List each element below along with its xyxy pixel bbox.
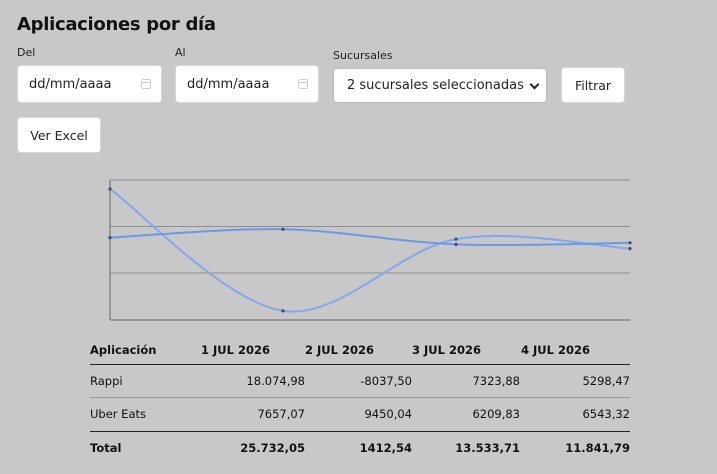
calendar-icon[interactable]: [298, 79, 308, 89]
row-value: 7323,88: [472, 374, 520, 388]
to-date-value: dd/mm/aaaa: [187, 76, 270, 92]
calendar-icon[interactable]: [141, 79, 151, 89]
data-point: [628, 241, 632, 245]
series-line-rappi: [109, 188, 631, 313]
table-row: Uber Eats 7657,07 9450,04 6209,83 6543,3…: [90, 398, 630, 431]
header-day-4: 4 JUL 2026: [521, 343, 590, 357]
total-value: 25.732,05: [240, 441, 305, 455]
row-value: 6209,83: [472, 407, 520, 421]
row-value: -8037,50: [360, 374, 412, 388]
total-value: 1412,54: [359, 441, 412, 455]
table-header-row: Aplicación 1 JUL 2026 2 JUL 2026 3 JUL 2…: [90, 335, 630, 365]
from-date-input[interactable]: dd/mm/aaaa: [17, 65, 162, 103]
filter-button[interactable]: Filtrar: [561, 67, 625, 103]
branches-select[interactable]: 2 sucursales seleccionadas: [333, 68, 547, 103]
row-value: 7657,07: [257, 407, 305, 421]
to-label: Al: [175, 46, 186, 59]
chart-points: [108, 187, 632, 313]
row-value: 6543,32: [582, 407, 630, 421]
data-point: [108, 187, 112, 191]
header-day-1: 1 JUL 2026: [201, 343, 270, 357]
header-day-3: 3 JUL 2026: [412, 343, 481, 357]
total-label: Total: [90, 441, 122, 455]
data-point: [281, 227, 285, 231]
table-total-row: Total 25.732,05 1412,54 13.533,71 11.841…: [90, 431, 630, 464]
data-table: Aplicación 1 JUL 2026 2 JUL 2026 3 JUL 2…: [90, 335, 630, 464]
table-row: Rappi 18.074,98 -8037,50 7323,88 5298,47: [90, 365, 630, 398]
data-point: [281, 309, 285, 313]
data-point: [454, 237, 458, 241]
header-application: Aplicación: [90, 343, 157, 357]
from-date-value: dd/mm/aaaa: [29, 76, 112, 92]
data-point: [628, 247, 632, 251]
header-day-2: 2 JUL 2026: [305, 343, 374, 357]
from-label: Del: [17, 46, 36, 59]
page-title: Aplicaciones por día: [17, 14, 216, 35]
total-value: 13.533,71: [455, 441, 520, 455]
branches-label: Sucursales: [333, 49, 393, 62]
row-value: 18.074,98: [246, 374, 305, 388]
row-app-name: Uber Eats: [90, 407, 146, 421]
series-line-uber-eats: [109, 228, 631, 247]
row-app-name: Rappi: [90, 374, 123, 388]
chart-grid: [109, 179, 630, 321]
branches-select-value: 2 sucursales seleccionadas: [347, 78, 524, 93]
chart-lines: [109, 188, 631, 313]
row-value: 5298,47: [582, 374, 630, 388]
data-point: [108, 236, 112, 240]
data-point: [454, 242, 458, 246]
row-value: 9450,04: [364, 407, 412, 421]
total-value: 11.841,79: [565, 441, 630, 455]
to-date-input[interactable]: dd/mm/aaaa: [175, 65, 319, 103]
excel-button[interactable]: Ver Excel: [17, 117, 101, 153]
